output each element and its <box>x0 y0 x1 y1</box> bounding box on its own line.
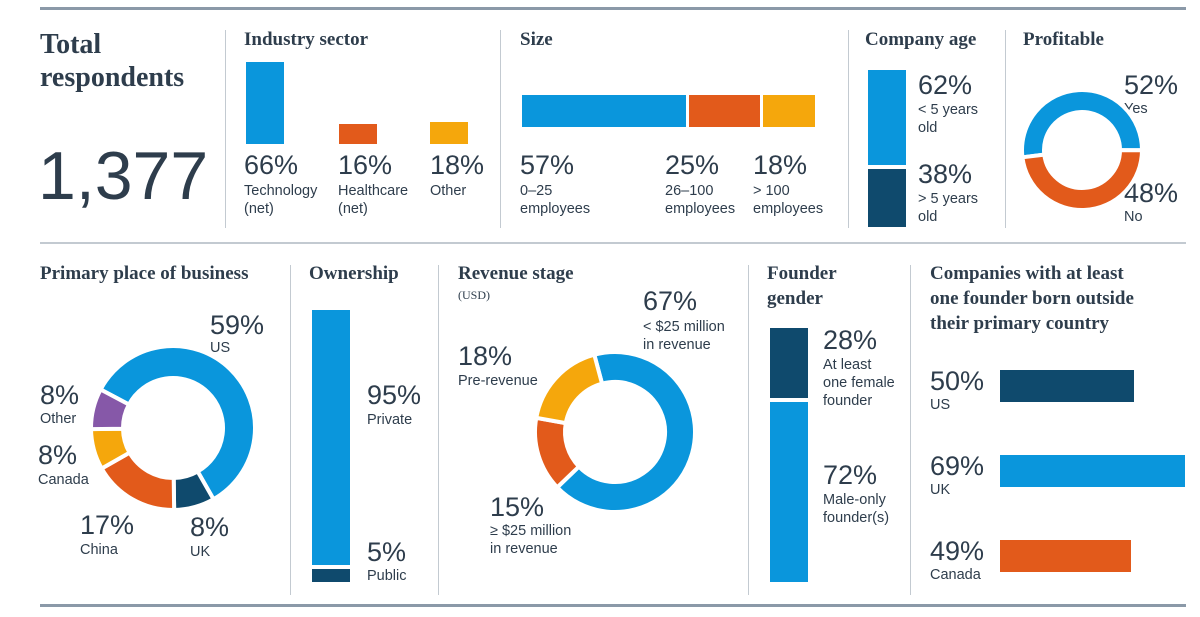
total-title: Total respondents <box>40 29 185 93</box>
industry-bar <box>246 62 284 144</box>
place-label: Canada <box>38 472 89 488</box>
ownership-pct: 5% <box>367 537 407 567</box>
divider <box>438 265 439 595</box>
divider <box>748 265 749 595</box>
size-label: 26–100 employees <box>665 183 736 217</box>
size-title: Size <box>520 29 553 50</box>
place-pct: 17% <box>80 510 135 540</box>
foreign-label: UK <box>930 482 951 498</box>
size-bar-segment <box>522 95 686 127</box>
place-pct: 8% <box>38 440 78 470</box>
divider <box>1005 30 1006 228</box>
revenue-subtitle: (USD) <box>458 288 490 302</box>
revenue-title: Revenue stage <box>458 263 574 284</box>
foreign-bar <box>1000 370 1134 402</box>
gender-bar-segment <box>770 328 808 398</box>
foreign-title: Companies with at least one founder born… <box>930 263 1134 334</box>
place-pct: 59% <box>210 310 265 340</box>
total-value: 1,377 <box>38 138 209 214</box>
profitable-slice <box>1020 148 1145 212</box>
industry-label: Technology (net) <box>244 183 318 217</box>
size-bar-segment <box>688 95 761 127</box>
profitable-pct: 52% <box>1124 70 1179 100</box>
divider <box>910 265 911 595</box>
foreign-bar <box>1000 455 1185 487</box>
revenue-pct: 18% <box>458 341 513 371</box>
divider <box>500 30 501 228</box>
place-label: US <box>210 340 231 356</box>
bottom-rule <box>40 604 1186 607</box>
foreign-pct: 50% <box>930 366 985 396</box>
foreign-pct: 49% <box>930 536 985 566</box>
revenue-pct: 67% <box>643 286 698 316</box>
size-label: 0–25 employees <box>520 183 591 217</box>
foreign-bar <box>1000 540 1132 572</box>
industry-label: Healthcare (net) <box>338 183 409 217</box>
size-pct: 18% <box>753 150 808 180</box>
profitable-title: Profitable <box>1023 29 1104 50</box>
age-label: < 5 years old <box>918 102 979 136</box>
size-bar-segment <box>763 95 815 127</box>
age-title: Company age <box>865 29 977 50</box>
age-label: > 5 years old <box>918 191 979 225</box>
size-label: > 100 employees <box>753 183 824 217</box>
ownership-label: Public <box>367 568 407 584</box>
gender-title: Founder gender <box>767 263 837 309</box>
revenue-pct: 15% <box>490 492 545 522</box>
profitable-label: No <box>1124 209 1143 225</box>
industry-pct: 66% <box>244 150 299 180</box>
revenue-label: Pre-revenue <box>458 373 538 389</box>
revenue-slice <box>554 350 697 514</box>
foreign-label: US <box>930 397 951 413</box>
industry-pct: 16% <box>338 150 393 180</box>
age-bar-segment <box>868 168 906 227</box>
foreign-pct: 69% <box>930 451 985 481</box>
divider <box>290 265 291 595</box>
gender-label: At least one female founder <box>823 357 895 409</box>
revenue-label: ≥ $25 million in revenue <box>490 523 572 557</box>
place-slice <box>89 386 132 432</box>
place-pct: 8% <box>40 380 80 410</box>
industry-bar <box>430 121 468 144</box>
revenue-slice <box>533 352 605 426</box>
gender-label: Male-only founder(s) <box>823 492 890 526</box>
middle-rule <box>40 242 1186 244</box>
gender-pct: 28% <box>823 325 878 355</box>
age-bar-segment <box>868 70 906 165</box>
industry-bar <box>339 124 377 144</box>
industry-title: Industry sector <box>244 29 369 50</box>
gender-bar-segment <box>770 402 808 582</box>
foreign-label: Canada <box>930 567 981 583</box>
ownership-bar-segment <box>312 568 350 582</box>
industry-label: Other <box>430 183 467 199</box>
place-pct: 8% <box>190 512 230 542</box>
place-label: Other <box>40 411 77 427</box>
top-rule <box>40 7 1186 10</box>
place-slice <box>97 344 257 503</box>
place-label: China <box>80 542 118 558</box>
gender-pct: 72% <box>823 460 878 490</box>
revenue-label: < $25 million in revenue <box>643 319 725 353</box>
place-title: Primary place of business <box>40 263 249 284</box>
ownership-title: Ownership <box>309 263 399 284</box>
age-pct: 62% <box>918 70 973 100</box>
divider <box>225 30 226 228</box>
size-pct: 25% <box>665 150 720 180</box>
ownership-bar-segment <box>312 310 350 565</box>
industry-pct: 18% <box>430 150 485 180</box>
ownership-pct: 95% <box>367 380 422 410</box>
ownership-label: Private <box>367 412 413 428</box>
place-label: UK <box>190 544 211 560</box>
size-pct: 57% <box>520 150 575 180</box>
divider <box>848 30 849 228</box>
profitable-slice <box>1020 87 1145 160</box>
age-pct: 38% <box>918 159 973 189</box>
